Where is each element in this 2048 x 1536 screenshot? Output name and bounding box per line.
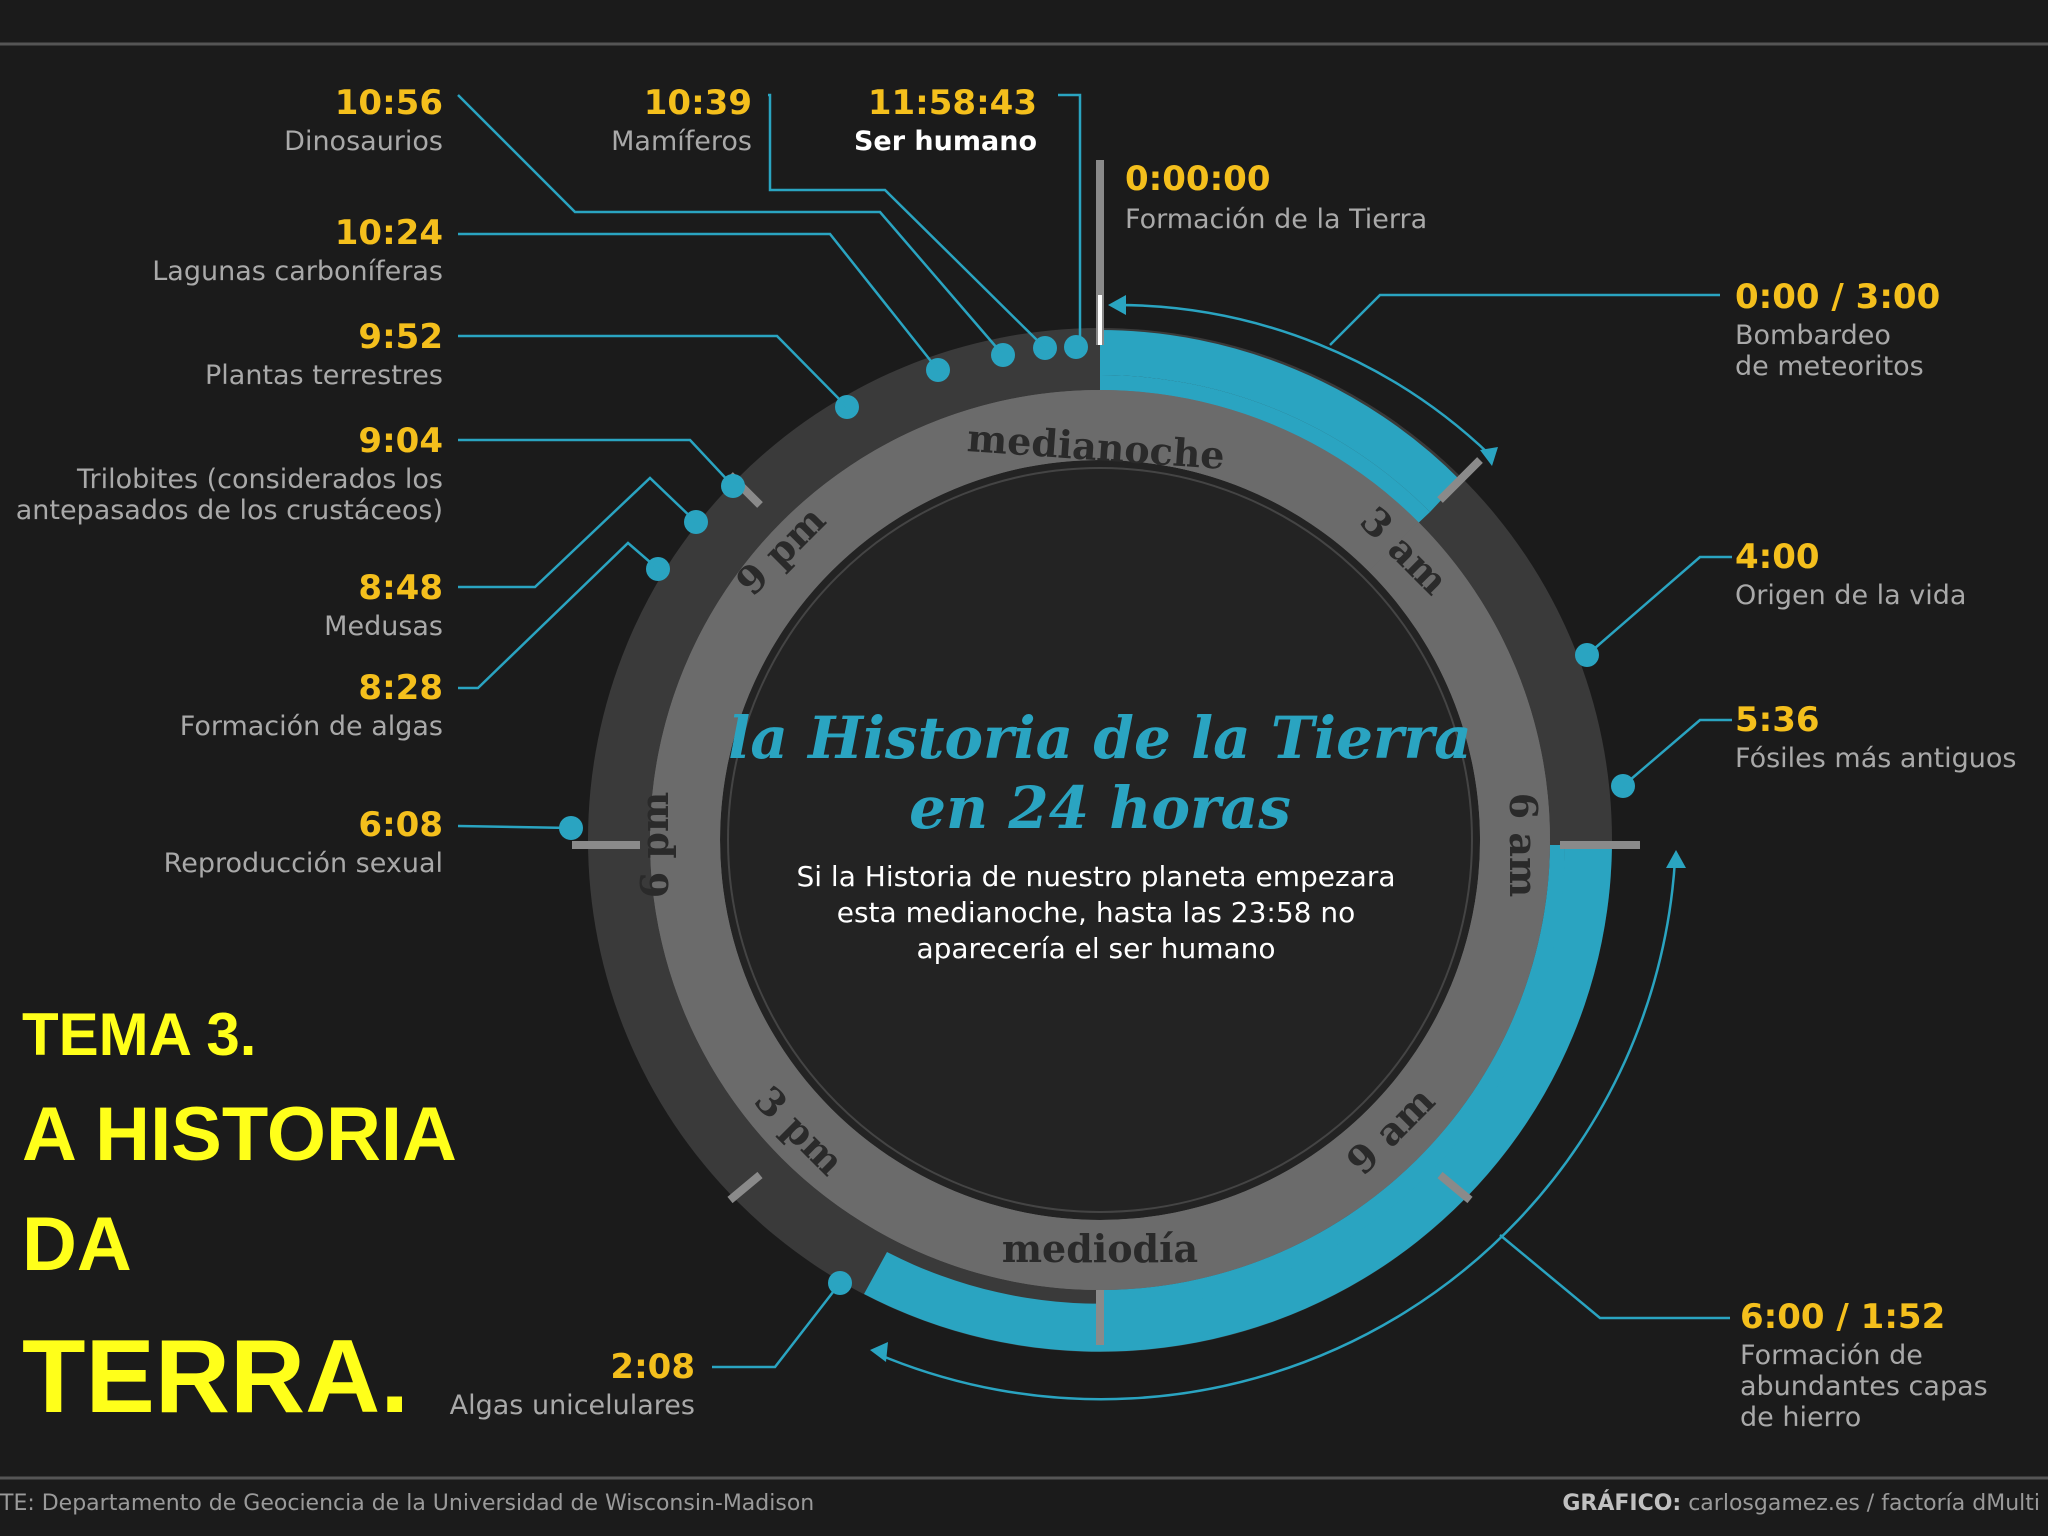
- footer-credit: GRÁFICO: carlosgamez.es / factoría dMult…: [1562, 1490, 2040, 1516]
- center-subtitle-line2: esta medianoche, hasta las 23:58 no: [837, 896, 1356, 929]
- event-time: 10:24: [335, 213, 443, 253]
- event-time: 10:39: [644, 83, 752, 123]
- event-fosiles: 5:36 Fósiles más antiguos: [1611, 700, 2017, 798]
- leader-line: [458, 541, 659, 690]
- event-plantas: 9:52 Plantas terrestres: [205, 317, 859, 419]
- event-label: Dinosaurios: [284, 126, 443, 157]
- leader-line: [1622, 718, 1732, 787]
- event-reproduccion: 6:08 Reproducción sexual: [164, 805, 583, 879]
- event-label: Lagunas carboníferas: [152, 256, 443, 287]
- event-label: Plantas terrestres: [205, 360, 443, 391]
- leader-line: [1058, 93, 1082, 340]
- event-time: 4:00: [1735, 537, 1820, 577]
- event-time: 6:08: [358, 805, 443, 845]
- event-medusas: 8:48 Medusas: [324, 476, 708, 642]
- tick-15: [727, 1171, 763, 1204]
- event-hierro: 6:00 / 1:52 Formación de abundantes capa…: [1499, 1234, 1988, 1433]
- event-label: Formación de la Tierra: [1125, 204, 1427, 235]
- leader-line: [768, 93, 1046, 349]
- event-origen: 4:00 Origen de la vida: [1575, 537, 1966, 667]
- tick-3: [1437, 457, 1483, 503]
- leader-line: [458, 476, 697, 589]
- event-time: 8:48: [358, 568, 443, 608]
- leader-line: [1499, 1234, 1730, 1320]
- leader-line: [1586, 555, 1732, 656]
- event-lagunas: 10:24 Lagunas carboníferas: [152, 213, 950, 382]
- center-title-line1: la Historia de la Tierra: [728, 704, 1471, 772]
- leader-line: [712, 1282, 841, 1369]
- tema-line3: DA: [22, 1202, 132, 1287]
- event-trilobites: 9:04 Trilobites (considerados los antepa…: [16, 421, 745, 526]
- event-time: 0:00:00: [1125, 159, 1270, 199]
- tema-line4: TERRA.: [22, 1319, 409, 1435]
- event-label: Formación de algas: [180, 711, 443, 742]
- event-dot: [1064, 335, 1088, 359]
- event-time: 8:28: [358, 668, 443, 708]
- leader-line: [1329, 293, 1720, 346]
- arrow-head-end-hierro: [870, 1342, 888, 1362]
- hour-label-6am: 6 am: [1501, 793, 1546, 898]
- arrow-head-start-bombardeo: [1108, 295, 1126, 315]
- event-dinosaurios: 10:56 Dinosaurios: [284, 83, 1015, 367]
- event-time: 9:52: [358, 317, 443, 357]
- hour-label-6pm: 6 pm: [632, 792, 677, 898]
- leader-line: [457, 94, 1004, 356]
- event-bombardeo: 0:00 / 3:00 Bombardeo de meteoritos: [1329, 277, 1940, 382]
- event-formacion: 0:00:00 Formación de la Tierra: [1125, 159, 1427, 235]
- event-label: de hierro: [1740, 1402, 1861, 1433]
- event-label: Ser humano: [854, 126, 1037, 157]
- arrow-bombardeo: [1117, 303, 1491, 456]
- inner-rim: [727, 467, 1473, 1213]
- event-label: Trilobites (considerados los: [76, 464, 443, 495]
- inner-disc: [720, 460, 1480, 1220]
- leader-line: [457, 824, 572, 830]
- event-label: Formación de: [1740, 1340, 1923, 1371]
- event-label: Fósiles más antiguos: [1735, 743, 2017, 774]
- event-label: Medusas: [324, 611, 443, 642]
- event-time: 10:56: [335, 83, 443, 123]
- event-time: 2:08: [610, 1347, 695, 1387]
- tema-line2: A HISTORIA: [22, 1092, 457, 1177]
- event-time: 5:36: [1735, 700, 1820, 740]
- arrow-hierro: [879, 859, 1677, 1401]
- tema-line1: TEMA 3.: [22, 1001, 256, 1068]
- center-subtitle-line3: aparecería el ser humano: [916, 932, 1275, 965]
- event-label: Algas unicelulares: [450, 1390, 695, 1421]
- leader-line: [458, 334, 848, 408]
- event-mamiferos: 10:39 Mamíferos: [611, 83, 1057, 360]
- arrow-head-end-bombardeo: [1480, 447, 1498, 466]
- footer-credit-text: carlosgamez.es / factoría dMulti: [1681, 1491, 2040, 1516]
- center-title-line2: en 24 horas: [909, 774, 1291, 842]
- leader-line: [458, 232, 939, 371]
- event-label: antepasados de los crustáceos): [16, 495, 443, 526]
- event-humano: 11:58:43 Ser humano: [854, 83, 1088, 359]
- footer-credit-bold: GRÁFICO:: [1562, 1490, 1681, 1516]
- leader-line: [458, 438, 734, 487]
- footer-source: TE: Departamento de Geociencia de la Uni…: [0, 1491, 814, 1516]
- event-label: Mamíferos: [611, 126, 752, 157]
- event-algas-unicelulares: 2:08 Algas unicelulares: [450, 1271, 852, 1421]
- event-time: 0:00 / 3:00: [1735, 277, 1940, 317]
- event-algas: 8:28 Formación de algas: [180, 541, 670, 742]
- event-time: 11:58:43: [868, 83, 1037, 123]
- event-label: de meteoritos: [1735, 351, 1924, 382]
- clock-ticks: [572, 160, 1640, 1345]
- event-time: 6:00 / 1:52: [1740, 1297, 1945, 1337]
- event-label: Origen de la vida: [1735, 580, 1966, 611]
- clock: [588, 328, 1612, 1352]
- tick-9: [1437, 1171, 1473, 1204]
- event-time: 9:04: [358, 421, 443, 461]
- arrow-head-start-hierro: [1666, 850, 1686, 868]
- cyan-segment-bombardeo: [1100, 330, 1460, 512]
- hour-label-noon: mediodía: [1002, 1226, 1198, 1271]
- event-label: Bombardeo: [1735, 320, 1891, 351]
- event-label: Reproducción sexual: [164, 848, 443, 879]
- center-subtitle-line1: Si la Historia de nuestro planeta empeza…: [796, 860, 1395, 893]
- cyan-band-0-3: [1100, 390, 1418, 571]
- cyan-segment-hierro: [864, 845, 1612, 1352]
- event-label: abundantes capas: [1740, 1371, 1988, 1402]
